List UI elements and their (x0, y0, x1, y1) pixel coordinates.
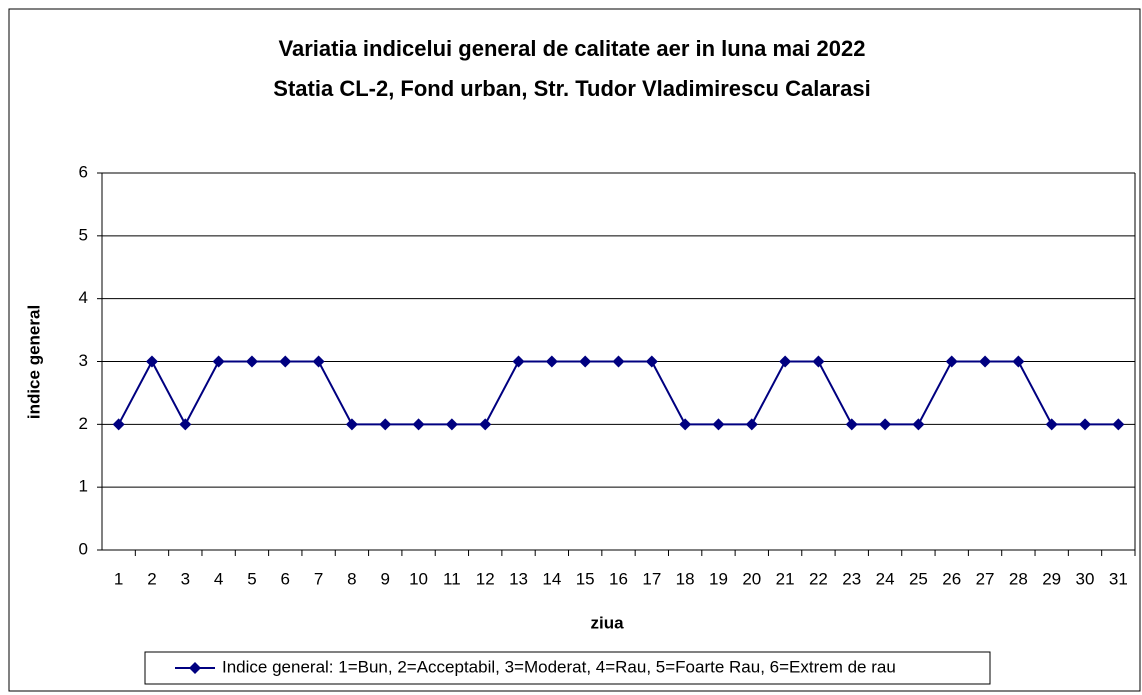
x-tick-label: 25 (909, 569, 928, 588)
point (679, 418, 692, 431)
x-tick-label: 17 (642, 569, 661, 588)
point (279, 355, 292, 368)
x-tick-label: 13 (509, 569, 528, 588)
point (412, 418, 425, 431)
point (179, 418, 192, 431)
point (779, 355, 792, 368)
x-tick-label: 30 (1076, 569, 1095, 588)
point (245, 355, 258, 368)
point (145, 355, 158, 368)
point (379, 418, 392, 431)
point (112, 418, 125, 431)
point (579, 355, 592, 368)
point (845, 418, 858, 431)
legend-label: Indice general: 1=Bun, 2=Acceptabil, 3=M… (222, 657, 896, 676)
point (1112, 418, 1125, 431)
x-tick-label: 10 (409, 569, 428, 588)
x-tick-label: 5 (247, 569, 256, 588)
y-tick-label: 2 (79, 414, 88, 433)
point (912, 418, 925, 431)
x-tick-label: 27 (976, 569, 995, 588)
y-tick-label: 0 (79, 539, 88, 558)
point (945, 355, 958, 368)
chart-title: Variatia indicelui general de calitate a… (279, 36, 866, 61)
point (979, 355, 992, 368)
point (545, 355, 558, 368)
x-tick-label: 15 (576, 569, 595, 588)
x-tick-label: 12 (476, 569, 495, 588)
x-axis-title: ziua (590, 613, 624, 632)
x-tick-label: 8 (347, 569, 356, 588)
point (345, 418, 358, 431)
point (212, 355, 225, 368)
y-tick-label: 6 (79, 162, 88, 181)
point (445, 418, 458, 431)
x-tick-label: 7 (314, 569, 323, 588)
chart-subtitle: Statia CL-2, Fond urban, Str. Tudor Vlad… (273, 76, 870, 101)
y-tick-label: 1 (79, 477, 88, 496)
x-tick-label: 18 (676, 569, 695, 588)
x-tick-label: 3 (181, 569, 190, 588)
point (312, 355, 325, 368)
point (189, 662, 201, 674)
x-tick-label: 4 (214, 569, 223, 588)
x-tick-label: 22 (809, 569, 828, 588)
x-tick-label: 20 (742, 569, 761, 588)
x-tick-label: 6 (281, 569, 290, 588)
y-tick-label: 4 (79, 288, 88, 307)
legend-box (144, 651, 991, 685)
point (1012, 355, 1025, 368)
y-tick-label: 3 (79, 351, 88, 370)
x-tick-label: 28 (1009, 569, 1028, 588)
x-tick-label: 14 (542, 569, 561, 588)
point (512, 355, 525, 368)
point (612, 355, 625, 368)
point (1045, 418, 1058, 431)
x-tick-label: 11 (443, 569, 461, 588)
y-tick-label: 5 (79, 225, 88, 244)
x-tick-label: 2 (147, 569, 156, 588)
x-tick-label: 29 (1042, 569, 1061, 588)
x-tick-label: 19 (709, 569, 728, 588)
point (812, 355, 825, 368)
y-axis-title: indice general (24, 305, 43, 419)
point (712, 418, 725, 431)
x-tick-label: 31 (1109, 569, 1128, 588)
x-tick-label: 23 (842, 569, 861, 588)
x-tick-label: 21 (776, 569, 795, 588)
point (879, 418, 892, 431)
x-tick-label: 9 (381, 569, 390, 588)
x-tick-label: 24 (876, 569, 895, 588)
x-tick-label: 1 (114, 569, 123, 588)
point (745, 418, 758, 431)
x-tick-label: 26 (942, 569, 961, 588)
point (479, 418, 492, 431)
chart-border (8, 8, 1141, 692)
x-tick-label: 16 (609, 569, 628, 588)
point (1079, 418, 1092, 431)
point (645, 355, 658, 368)
series-line (117, 359, 1119, 427)
